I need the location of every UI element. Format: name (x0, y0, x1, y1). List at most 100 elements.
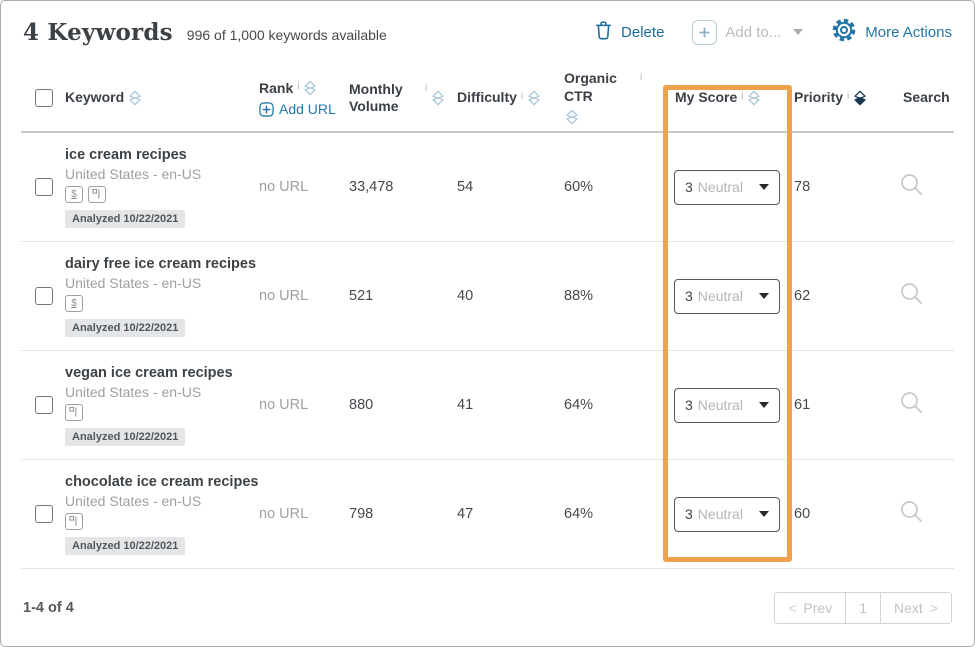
col-header-my-score[interactable]: My Score i (661, 89, 794, 107)
search-icon[interactable] (898, 498, 925, 530)
row-checkbox[interactable] (35, 505, 53, 523)
info-icon[interactable]: i (640, 72, 643, 83)
difficulty-value: 54 (457, 179, 474, 195)
keywords-table: Keyword Rank i (1, 65, 974, 569)
col-header-monthly-volume[interactable]: Monthly Volume i (349, 81, 457, 116)
keyword-locale: United States - en-US (65, 165, 202, 182)
chevron-down-icon (759, 402, 769, 408)
table-row: chocolate ice cream recipes United State… (21, 460, 954, 569)
add-to-button[interactable]: Add to... (692, 19, 804, 45)
chevron-down-icon (759, 184, 769, 190)
info-icon[interactable]: i (297, 81, 300, 92)
row-checkbox[interactable] (35, 396, 53, 414)
table-row: vegan ice cream recipes United States - … (21, 351, 954, 460)
analyzed-badge: Analyzed 10/22/2021 (65, 427, 186, 446)
serp-feature-icon (65, 403, 83, 421)
organic-ctr-value: 60% (564, 179, 594, 195)
keyword-name[interactable]: vegan ice cream recipes (65, 364, 233, 381)
add-url-link[interactable]: Add URL (259, 101, 349, 117)
delete-button[interactable]: Delete (594, 20, 664, 45)
header-bar: 4 Keywords 996 of 1,000 keywords availab… (1, 1, 974, 53)
col-header-keyword[interactable]: Keyword (65, 89, 259, 107)
serp-feature-icon (65, 512, 83, 530)
plus-icon (692, 19, 718, 45)
keyword-locale: United States - en-US (65, 492, 202, 509)
priority-value: 60 (794, 506, 811, 522)
priority-value: 61 (794, 397, 811, 413)
monthly-volume-value: 880 (349, 397, 374, 413)
keyword-locale: United States - en-US (65, 383, 202, 400)
sort-icon[interactable] (746, 89, 762, 107)
more-actions-button[interactable]: More Actions (831, 17, 952, 47)
sort-icon[interactable] (302, 79, 318, 97)
next-page-button[interactable]: Next > (881, 592, 951, 623)
col-header-rank: Rank i Add URL (259, 79, 349, 117)
table-footer: 1-4 of 4 < Prev 1 Next > (1, 569, 974, 646)
header-actions: Delete Add to... (594, 17, 952, 47)
trash-icon (594, 20, 613, 45)
col-header-priority[interactable]: Priority i (794, 89, 869, 107)
chevron-left-icon: < (788, 599, 797, 616)
monthly-volume-value: 798 (349, 506, 374, 522)
info-icon[interactable]: i (847, 91, 850, 102)
delete-label: Delete (621, 23, 665, 41)
rank-value: no URL (259, 397, 309, 413)
organic-ctr-value: 64% (564, 397, 594, 413)
chevron-down-icon (759, 511, 769, 517)
chevron-right-icon: > (929, 599, 938, 616)
chevron-down-icon (793, 29, 804, 35)
chevron-down-icon (759, 293, 769, 299)
page-title: 4 Keywords (23, 18, 173, 46)
analyzed-badge: Analyzed 10/22/2021 (65, 209, 186, 228)
more-actions-label: More Actions (865, 23, 952, 41)
col-header-difficulty[interactable]: Difficulty i (457, 89, 564, 107)
page-number-button[interactable]: 1 (845, 592, 882, 623)
info-icon[interactable]: i (520, 91, 524, 102)
rank-value: no URL (259, 288, 309, 304)
sort-icon[interactable] (526, 89, 542, 107)
difficulty-value: 41 (457, 397, 474, 413)
search-icon[interactable] (898, 280, 925, 312)
keywords-available-text: 996 of 1,000 keywords available (186, 26, 387, 43)
table-row: dairy free ice cream recipes United Stat… (21, 242, 954, 351)
difficulty-value: 40 (457, 288, 474, 304)
my-score-dropdown[interactable]: 3 Neutral (674, 278, 780, 314)
sort-icon[interactable] (564, 108, 580, 126)
paid-serp-icon: $ (65, 185, 83, 203)
pagination: < Prev 1 Next > (774, 591, 952, 624)
serp-feature-icon (88, 185, 106, 203)
info-icon[interactable]: i (741, 91, 744, 102)
sort-icon[interactable] (430, 89, 446, 107)
sort-icon-active[interactable] (852, 89, 868, 107)
paid-serp-icon: $ (65, 294, 83, 312)
col-header-organic-ctr[interactable]: Organic CTR i (564, 70, 661, 126)
keyword-name[interactable]: dairy free ice cream recipes (65, 255, 257, 272)
search-icon[interactable] (898, 389, 925, 421)
my-score-dropdown[interactable]: 3 Neutral (674, 169, 780, 205)
organic-ctr-value: 88% (564, 288, 594, 304)
priority-value: 62 (794, 288, 811, 304)
priority-value: 78 (794, 179, 811, 195)
col-header-search: Search (903, 89, 950, 106)
monthly-volume-value: 521 (349, 288, 374, 304)
search-icon[interactable] (898, 171, 925, 203)
my-score-dropdown[interactable]: 3 Neutral (674, 387, 780, 423)
table-row: ice cream recipes United States - en-US … (21, 133, 954, 242)
prev-page-button[interactable]: < Prev (775, 592, 846, 623)
rank-value: no URL (259, 179, 309, 195)
keyword-name[interactable]: chocolate ice cream recipes (65, 473, 259, 490)
info-icon[interactable]: i (425, 82, 428, 94)
result-range-text: 1-4 of 4 (23, 599, 74, 616)
table-header-row: Keyword Rank i (21, 65, 954, 133)
row-checkbox[interactable] (35, 178, 53, 196)
organic-ctr-value: 64% (564, 506, 594, 522)
row-checkbox[interactable] (35, 287, 53, 305)
select-all-checkbox[interactable] (35, 89, 53, 107)
rank-value: no URL (259, 506, 309, 522)
my-score-dropdown[interactable]: 3 Neutral (674, 496, 780, 532)
analyzed-badge: Analyzed 10/22/2021 (65, 318, 186, 337)
keyword-name[interactable]: ice cream recipes (65, 146, 187, 163)
sort-icon[interactable] (127, 89, 143, 107)
plus-icon (259, 101, 274, 117)
